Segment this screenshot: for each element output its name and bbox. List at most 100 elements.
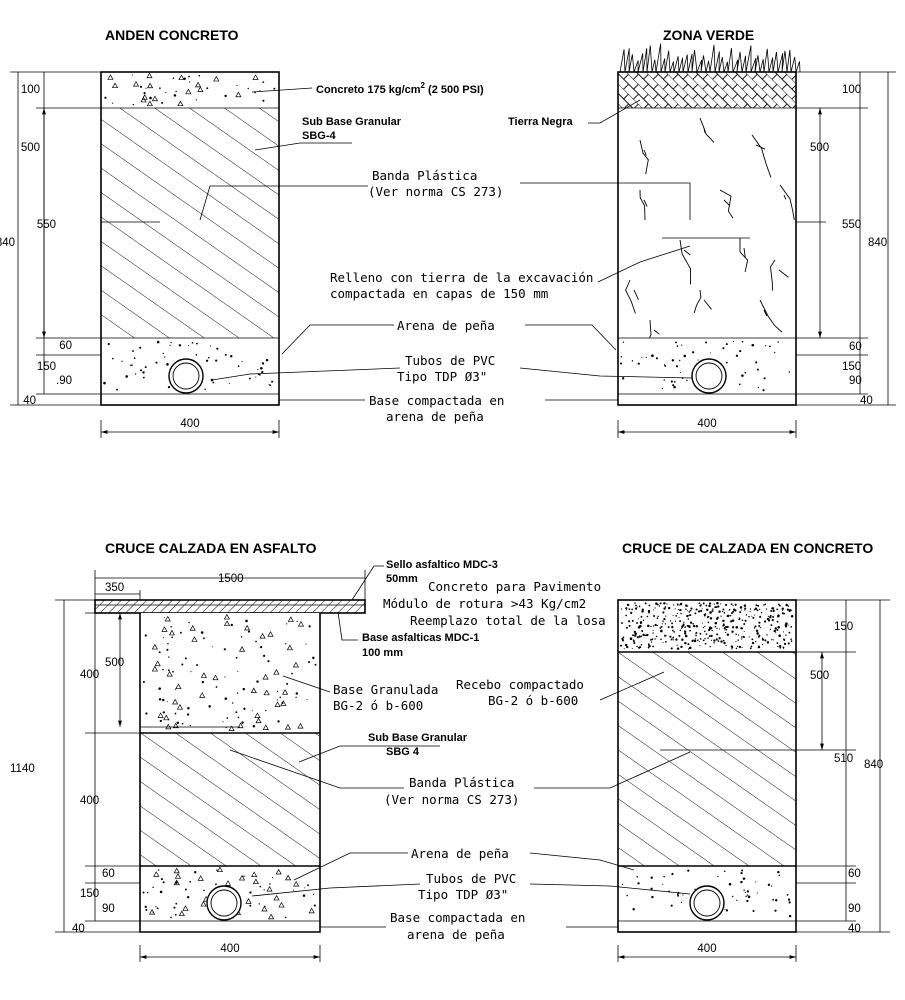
- dim-60: 60: [849, 341, 862, 353]
- dim-width-400: 400: [180, 418, 199, 430]
- dim-350: 350: [105, 582, 124, 594]
- dim-400-base: 400: [80, 669, 99, 681]
- dim-550: 550: [842, 219, 861, 231]
- pvc-pipe-icon: [168, 358, 204, 394]
- label-tubos-pvc: Tubos de PVC: [405, 353, 495, 368]
- title-zona-verde: ZONA VERDE: [663, 27, 754, 43]
- dim-500: 500: [810, 670, 829, 682]
- label-sello-50mm: 50mm: [386, 573, 418, 585]
- dim-550: 550: [37, 219, 56, 231]
- dim-90: 90: [849, 375, 862, 387]
- label-relleno-2: compactada en capas de 150 mm: [330, 286, 548, 301]
- dim-150: 150: [834, 621, 853, 633]
- sand-specks: [103, 340, 274, 391]
- subbase-hatch-layer: [101, 108, 279, 338]
- backfill-texture: [625, 117, 795, 353]
- recebo-hatch-layer: [618, 652, 796, 866]
- label-banda-norma-b: (Ver norma CS 273): [384, 792, 519, 807]
- dim-840: 840: [864, 759, 883, 771]
- trench-outline: [617, 71, 797, 406]
- trench-outline: [100, 71, 280, 406]
- dim-840: 840: [868, 237, 887, 249]
- dim-840: 840: [0, 237, 15, 249]
- label-subbase-2: SBG 4: [386, 746, 420, 758]
- label-recebo-bg2: BG-2 ó b-600: [488, 693, 578, 708]
- dim-100: 100: [842, 84, 861, 96]
- slab-specks: [620, 601, 794, 650]
- dim-width-400: 400: [220, 943, 239, 955]
- pvc-pipe-icon: [691, 358, 727, 394]
- title-cruce-asfalto: CRUCE CALZADA EN ASFALTO: [105, 540, 317, 556]
- label-base-compactada: Base compactada en: [369, 393, 504, 408]
- dim-60: 60: [59, 340, 72, 352]
- label-base-compactada-b: Base compactada en: [390, 910, 525, 925]
- title-cruce-concreto: CRUCE DE CALZADA EN CONCRETO: [622, 540, 873, 556]
- section-cruce-concreto: 150 500 510 840 60 90 40 400: [617, 599, 890, 962]
- label-concreto-pavimento: Concreto para Pavimento: [428, 579, 601, 594]
- label-tubo-tdp-b: Tipo TDP Ø3": [418, 887, 508, 902]
- section-zona-verde: 100 500 550 840 60 150 90 40 400: [617, 43, 896, 438]
- dim-width-400: 400: [697, 418, 716, 430]
- dim-60: 60: [848, 868, 861, 880]
- dim-40: 40: [848, 923, 861, 935]
- label-banda-norma: (Ver norma CS 273): [368, 184, 503, 199]
- grass-icon: [619, 43, 801, 73]
- dim-40: 40: [860, 395, 873, 407]
- sand-specks: [619, 340, 790, 392]
- label-tubo-tdp: Tipo TDP Ø3": [397, 369, 487, 384]
- base-specks: [142, 613, 317, 731]
- asphalt-layer: [95, 600, 365, 613]
- label-base-bg2: BG-2 ó b-600: [333, 698, 423, 713]
- label-base-arena-b: arena de peña: [407, 927, 505, 942]
- title-anden-concreto: ANDEN CONCRETO: [105, 27, 239, 43]
- label-subbase-1: Sub Base Granular: [302, 116, 402, 128]
- dim-150: 150: [80, 888, 99, 900]
- label-subbase-1: Sub Base Granular: [368, 732, 468, 744]
- label-base-asfaltica-100: 100 mm: [362, 647, 403, 659]
- backfill-layer: [618, 108, 796, 338]
- dim-40: 40: [23, 395, 36, 407]
- dim-500: 500: [21, 142, 40, 154]
- concrete-slab-layer: [618, 600, 796, 652]
- label-modulo-rotura: Módulo de rotura >43 Kg/cm2: [383, 596, 586, 611]
- dim-1500: 1500: [218, 573, 244, 585]
- pvc-pipe-icon: [206, 885, 242, 921]
- label-base-arena: arena de peña: [386, 409, 484, 424]
- label-arena-pena-b: Arena de peña: [411, 846, 509, 861]
- dim-width-400: 400: [697, 943, 716, 955]
- dim-40: 40: [72, 923, 85, 935]
- dim-500: 500: [810, 142, 829, 154]
- dim-500: 500: [105, 657, 124, 669]
- dim-150: 150: [37, 361, 56, 373]
- dim-60: 60: [102, 868, 115, 880]
- label-base-granulada: Base Granulada: [333, 682, 438, 697]
- dim-100: 100: [21, 84, 40, 96]
- label-banda-plastica: Banda Plástica: [372, 168, 477, 183]
- label-tubos-pvc-b: Tubos de PVC: [426, 871, 516, 886]
- dim-510: 510: [834, 753, 853, 765]
- dim-400-subbase: 400: [80, 795, 99, 807]
- trench-outline: [617, 599, 797, 933]
- label-recebo: Recebo compactado: [456, 677, 584, 692]
- label-subbase-2: SBG-4: [302, 130, 337, 142]
- label-banda-plastica-b: Banda Plástica: [409, 775, 514, 790]
- dim-150: 150: [842, 361, 861, 373]
- dim-1140: 1140: [10, 763, 35, 775]
- concrete-specks: [104, 72, 276, 107]
- dim-90: 90: [848, 903, 861, 915]
- concrete-layer: [101, 72, 279, 108]
- section-anden-concreto: 100 500 550 840 60 150 .90 40 400: [0, 71, 280, 438]
- label-relleno-1: Relleno con tierra de la excavación: [330, 270, 593, 285]
- label-tierra-negra: Tierra Negra: [508, 116, 573, 128]
- dim-90: 90: [102, 903, 115, 915]
- label-reemplazo-losa: Reemplazo total de la losa: [410, 613, 606, 628]
- dim-90: .90: [56, 375, 72, 387]
- label-concreto-175: Concreto 175 kg/cm2 (2 500 PSI): [316, 81, 484, 96]
- pvc-pipe-icon: [689, 885, 725, 921]
- topsoil-layer: [618, 72, 796, 108]
- label-sello-asfaltico: Sello asfaltico MDC-3: [386, 559, 498, 571]
- label-arena-pena: Arena de peña: [397, 318, 495, 333]
- section-cruce-asfalto: 350 1500 400 500 1140 400 60 150 90 40 4…: [10, 570, 366, 962]
